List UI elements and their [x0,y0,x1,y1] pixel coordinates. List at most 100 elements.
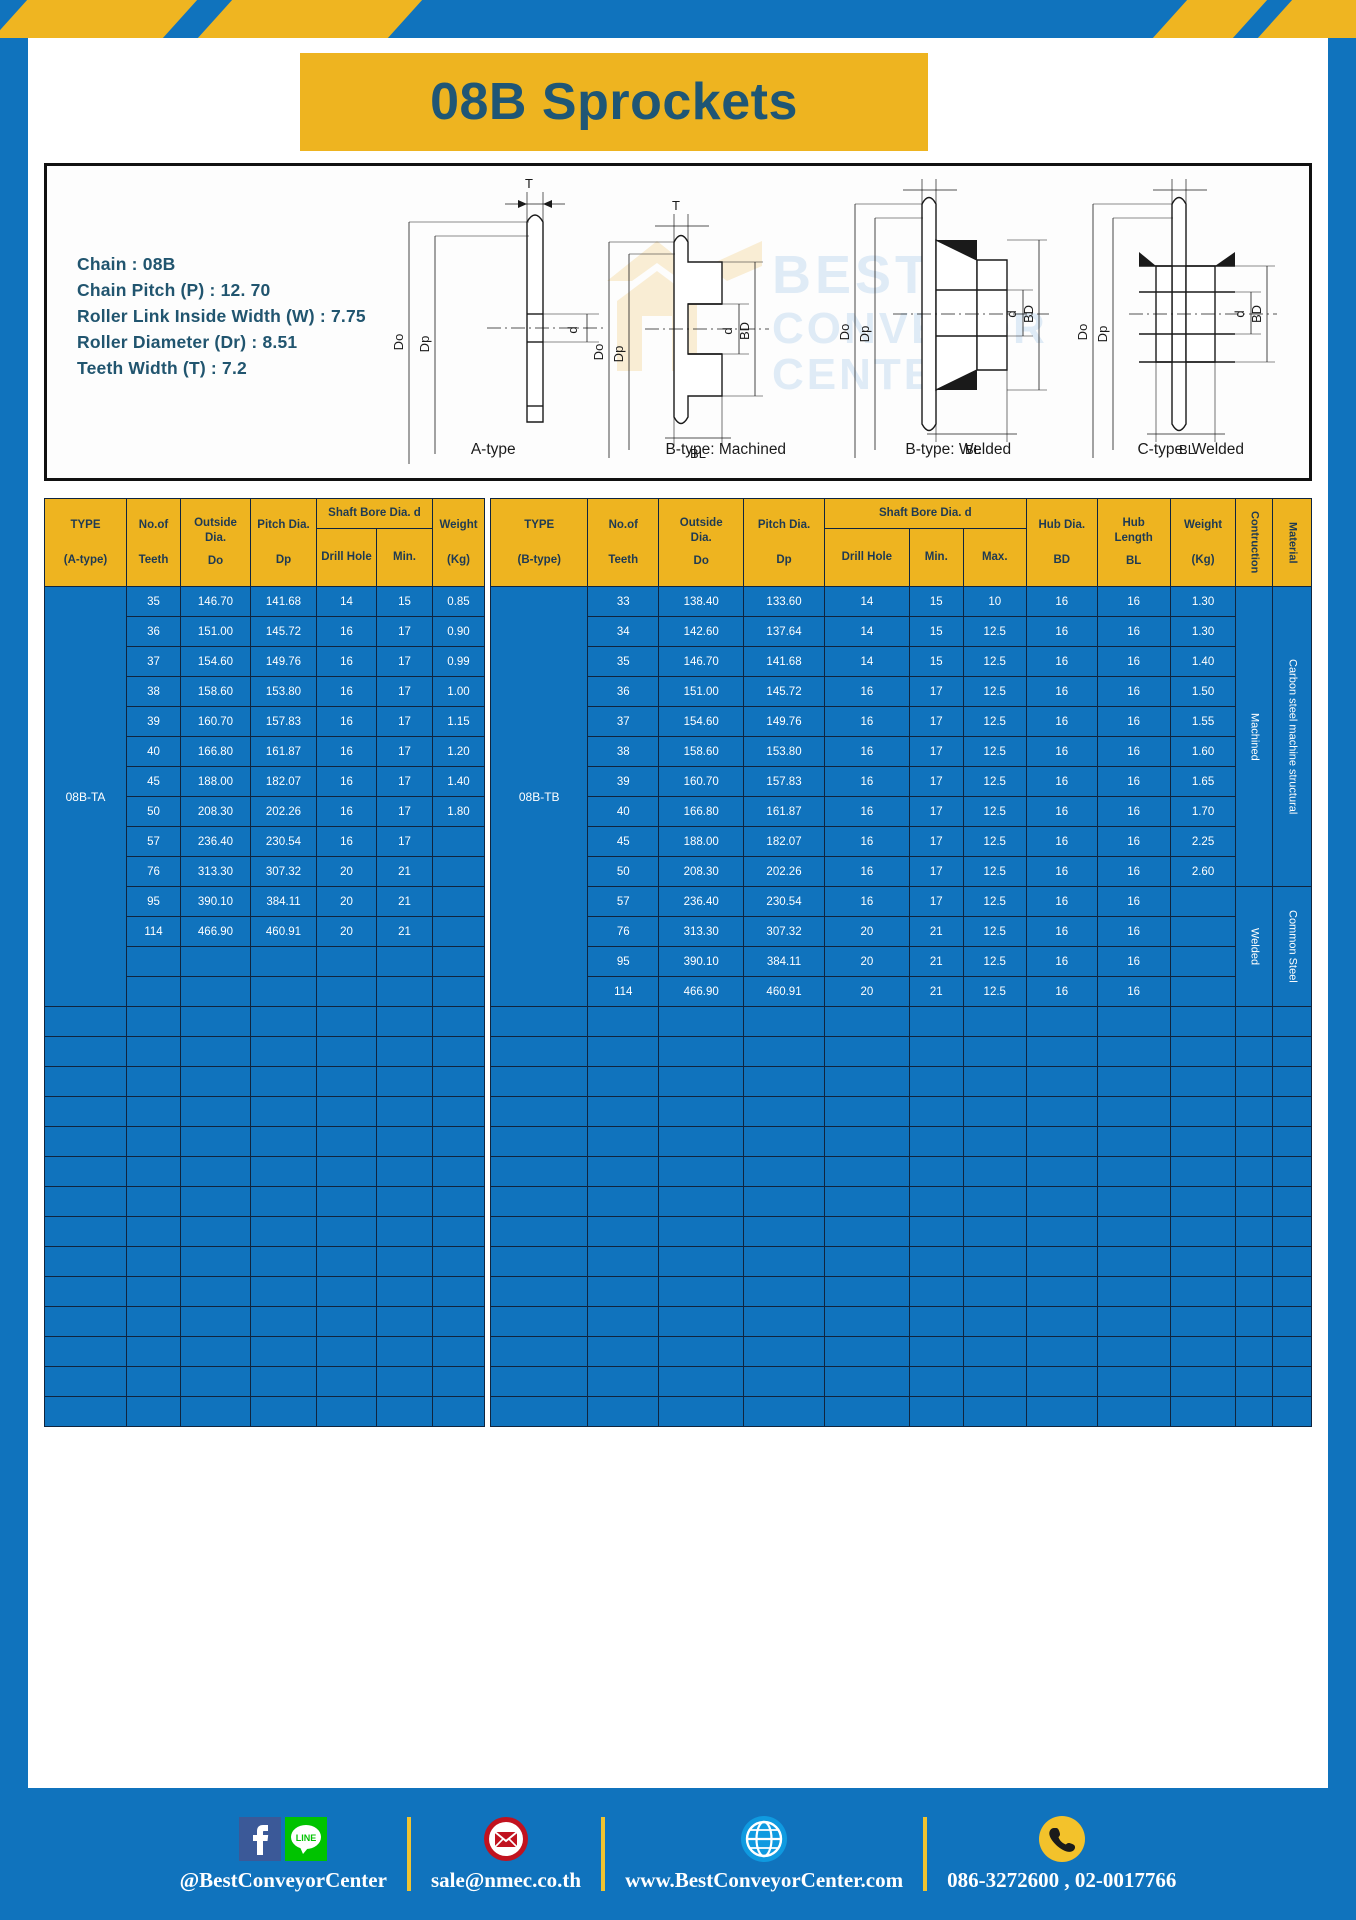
cell-min: 17 [908,736,964,767]
drawing-a-type: T Do Dp d [391,176,607,464]
table-row-blank [44,1336,485,1367]
svg-text:d: d [565,326,580,333]
svg-text:Do: Do [837,324,852,341]
cell-teeth: 37 [587,706,660,737]
cell-teeth: 57 [126,826,181,857]
cell-weight: 1.15 [432,706,485,737]
cell-do: 188.00 [658,826,745,857]
table-row-blank [44,1246,485,1277]
cell-blank [376,1126,433,1157]
cell-blank [180,1216,251,1247]
cell-weight [1169,976,1237,1007]
cell-blank [658,1096,745,1127]
cell-blank [250,1216,317,1247]
table-row [45,976,485,1007]
footer-phone-group[interactable]: 086-3272600 , 02-0017766 [931,1815,1192,1893]
cell-blank [1096,1306,1171,1337]
cell-blank [126,1276,181,1307]
cell-blank [126,1306,181,1337]
cell-teeth: 95 [126,886,181,917]
email-icon[interactable] [483,1816,529,1862]
cell-drill [316,976,377,1007]
cell-dp: 384.11 [743,946,825,977]
cell-blank [126,1246,181,1277]
cell-blank [489,1336,589,1367]
cell-blank [1096,1126,1171,1157]
cell-blank [1025,1156,1098,1187]
cell-blank [1096,1096,1171,1127]
cell-min: 21 [376,886,433,917]
cell-drill: 14 [823,586,910,617]
cell-blank [658,1036,745,1067]
cell-blank [316,1186,377,1217]
cell-blank [658,1246,745,1277]
cell-blank [432,1216,485,1247]
cell-blank [1271,1006,1313,1037]
cell-blank [1271,1096,1313,1127]
table-row-blank [44,1066,485,1097]
cell-min: 17 [376,796,433,827]
cell-blank [376,1246,433,1277]
cell-drill: 16 [316,796,377,827]
table-row: 38 158.60 153.80 16 17 1.00 [45,676,485,707]
cell-teeth: 40 [126,736,181,767]
facebook-icon[interactable] [239,1816,282,1861]
th-outside-dia: Outside Dia. Do [658,498,745,587]
cell-do: 151.00 [658,676,745,707]
spec-drawing-panel: BEST CONVEYOR CENTER Chain : 08B Chain P… [44,163,1312,481]
cell-blank [44,1216,127,1247]
cell-blank [44,1276,127,1307]
th-min: Min. [376,528,433,587]
cell-do: 158.60 [658,736,745,767]
phone-icon[interactable] [1038,1815,1086,1863]
cell-bl: 16 [1096,766,1171,797]
cell-blank [823,1246,910,1277]
cell-max: 12.5 [962,796,1027,827]
cell-max: 12.5 [962,946,1027,977]
cell-teeth [126,976,181,1007]
cell-blank [126,1216,181,1247]
cell-drill: 20 [823,916,910,947]
caption-b-type-welded: B-type: Welded [905,441,1012,458]
cell-blank [126,1186,181,1217]
table-row: 38 158.60 153.80 16 17 12.5 16 16 1.60 [491,736,1312,767]
cell-do: 166.80 [180,736,251,767]
th-hub-dia: Hub Dia. BD [1025,498,1098,587]
top-chevron-band [0,0,1356,38]
line-icon[interactable]: LINE [285,1816,328,1861]
cell-blank [1096,1336,1171,1367]
table-row: 45 188.00 182.07 16 17 12.5 16 16 2.25 [491,826,1312,857]
cell-blank [1025,1246,1098,1277]
cell-blank [250,1006,317,1037]
cell-dp [250,976,317,1007]
footer-website-group[interactable]: www.BestConveyorCenter.com [609,1815,919,1893]
cell-blank [1235,1096,1273,1127]
cell-blank [1096,1396,1171,1427]
cell-blank [180,1396,251,1427]
cell-blank [743,1156,825,1187]
cell-blank [376,1306,433,1337]
cell-blank [962,1396,1027,1427]
cell-blank [432,1396,485,1427]
footer-email-group[interactable]: sale@nmec.co.th [415,1816,597,1893]
cell-blank [658,1276,745,1307]
cell-teeth: 45 [587,826,660,857]
cell-blank [376,1366,433,1397]
cell-blank [126,1126,181,1157]
cell-dp: 145.72 [250,616,317,647]
cell-blank [908,1246,964,1277]
cell-blank [1235,1366,1273,1397]
globe-icon[interactable] [740,1815,788,1863]
phone-number: 086-3272600 , 02-0017766 [947,1867,1177,1892]
cell-blank [1235,1216,1273,1247]
footer-social-group[interactable]: LINE @BestConveyorCenter [164,1816,403,1893]
cell-blank [489,1126,589,1157]
drawing-b-type-welded: T Do Dp d [837,174,1049,458]
cell-min: 21 [376,856,433,887]
footer-divider [601,1817,606,1891]
cell-blank [44,1036,127,1067]
cell-blank [1169,1366,1237,1397]
cell-blank [1271,1216,1313,1247]
cell-blank [489,1006,589,1037]
cell-weight: 1.60 [1169,736,1237,767]
